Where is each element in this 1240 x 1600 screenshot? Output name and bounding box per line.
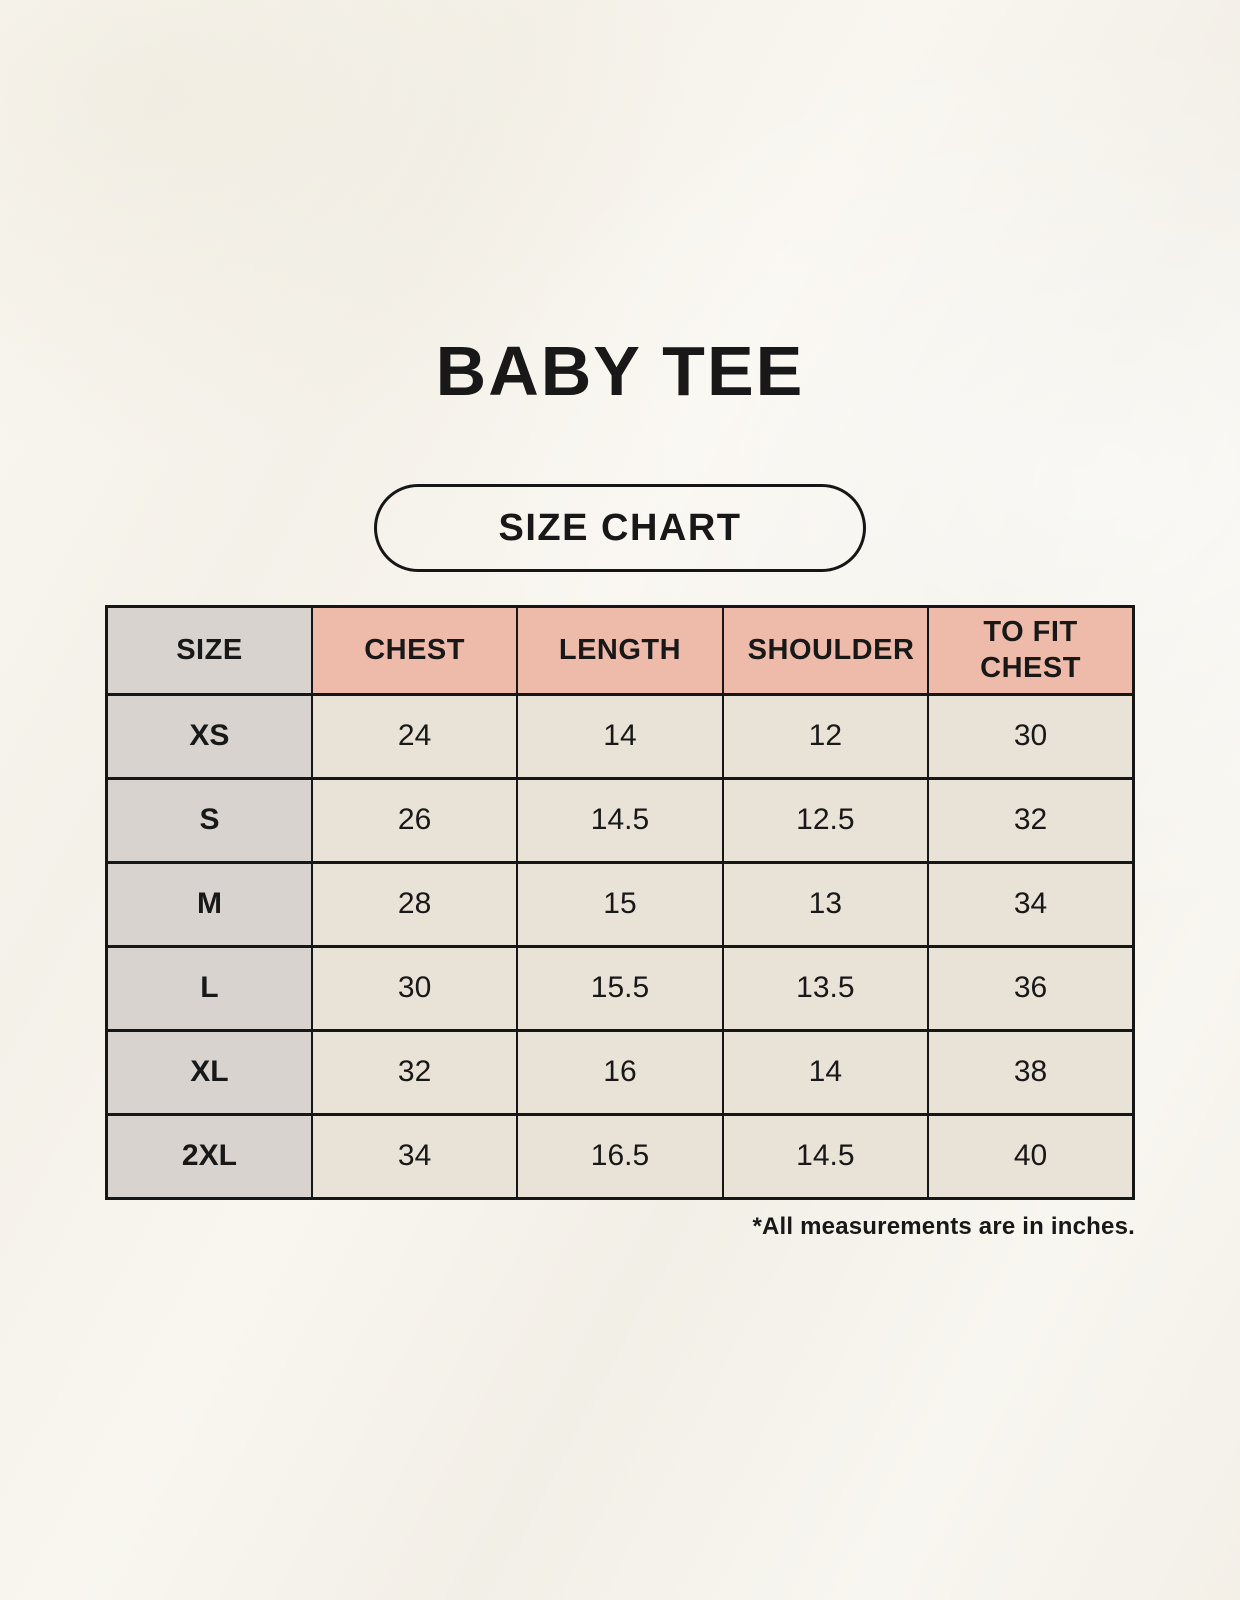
- measurement-cell: 26: [310, 776, 519, 864]
- measurement-cell: 28: [310, 860, 519, 948]
- measurement-cell: 14.5: [516, 776, 724, 864]
- size-label-cell: XL: [105, 1028, 313, 1116]
- measurement-cell: 24: [310, 692, 519, 780]
- size-table-body: XS 24 14 12 30 S 26 14.5 12.5 32 M 28 15 13 34 L 30 15.5 1…: [105, 692, 1135, 1200]
- product-title: BABY TEE: [435, 332, 805, 410]
- measurement-cell: 32: [927, 776, 1135, 864]
- column-header-shoulder: SHOULDER: [721, 605, 930, 696]
- column-header-size: SIZE: [105, 605, 313, 696]
- measurement-cell: 40: [927, 1112, 1135, 1200]
- table-row: L 30 15.5 13.5 36: [105, 944, 1135, 1032]
- measurement-cell: 14: [516, 692, 724, 780]
- header-row: SIZE CHEST LENGTH SHOULDER TO FIT CHEST: [105, 605, 1135, 696]
- table-row: M 28 15 13 34: [105, 860, 1135, 948]
- size-label-cell: 2XL: [105, 1112, 313, 1200]
- column-header-length: LENGTH: [516, 605, 724, 696]
- measurement-note: *All measurements are in inches.: [752, 1212, 1135, 1240]
- size-table-header: SIZE CHEST LENGTH SHOULDER TO FIT CHEST: [105, 605, 1135, 696]
- measurement-cell: 14: [721, 1028, 930, 1116]
- table-row: 2XL 34 16.5 14.5 40: [105, 1112, 1135, 1200]
- table-row: XS 24 14 12 30: [105, 692, 1135, 780]
- size-chart-page: BABY TEE SIZE CHART SIZE CHEST LENGTH SH…: [105, 0, 1135, 1241]
- size-label-cell: M: [105, 860, 313, 948]
- measurement-cell: 38: [927, 1028, 1135, 1116]
- measurement-cell: 12.5: [721, 776, 930, 864]
- measurement-cell: 12: [721, 692, 930, 780]
- size-label-cell: XS: [105, 692, 313, 780]
- table-row: S 26 14.5 12.5 32: [105, 776, 1135, 864]
- measurement-cell: 15.5: [516, 944, 724, 1032]
- measurement-cell: 15: [516, 860, 724, 948]
- measurement-cell: 34: [927, 860, 1135, 948]
- size-table: SIZE CHEST LENGTH SHOULDER TO FIT CHEST …: [105, 605, 1135, 1200]
- size-label-cell: L: [105, 944, 313, 1032]
- size-chart-badge-label: SIZE CHART: [498, 506, 742, 549]
- measurement-cell: 16.5: [516, 1112, 724, 1200]
- measurement-cell: 14.5: [721, 1112, 930, 1200]
- size-label-cell: S: [105, 776, 313, 864]
- measurement-cell: 13.5: [721, 944, 930, 1032]
- measurement-cell: 13: [721, 860, 930, 948]
- measurement-cell: 16: [516, 1028, 724, 1116]
- measurement-cell: 32: [310, 1028, 519, 1116]
- column-header-to-fit-chest: TO FIT CHEST: [927, 605, 1135, 696]
- size-chart-badge: SIZE CHART: [374, 484, 866, 572]
- measurement-cell: 36: [927, 944, 1135, 1032]
- measurement-cell: 34: [310, 1112, 519, 1200]
- measurement-cell: 30: [310, 944, 519, 1032]
- measurement-cell: 30: [927, 692, 1135, 780]
- table-row: XL 32 16 14 38: [105, 1028, 1135, 1116]
- column-header-chest: CHEST: [310, 605, 519, 696]
